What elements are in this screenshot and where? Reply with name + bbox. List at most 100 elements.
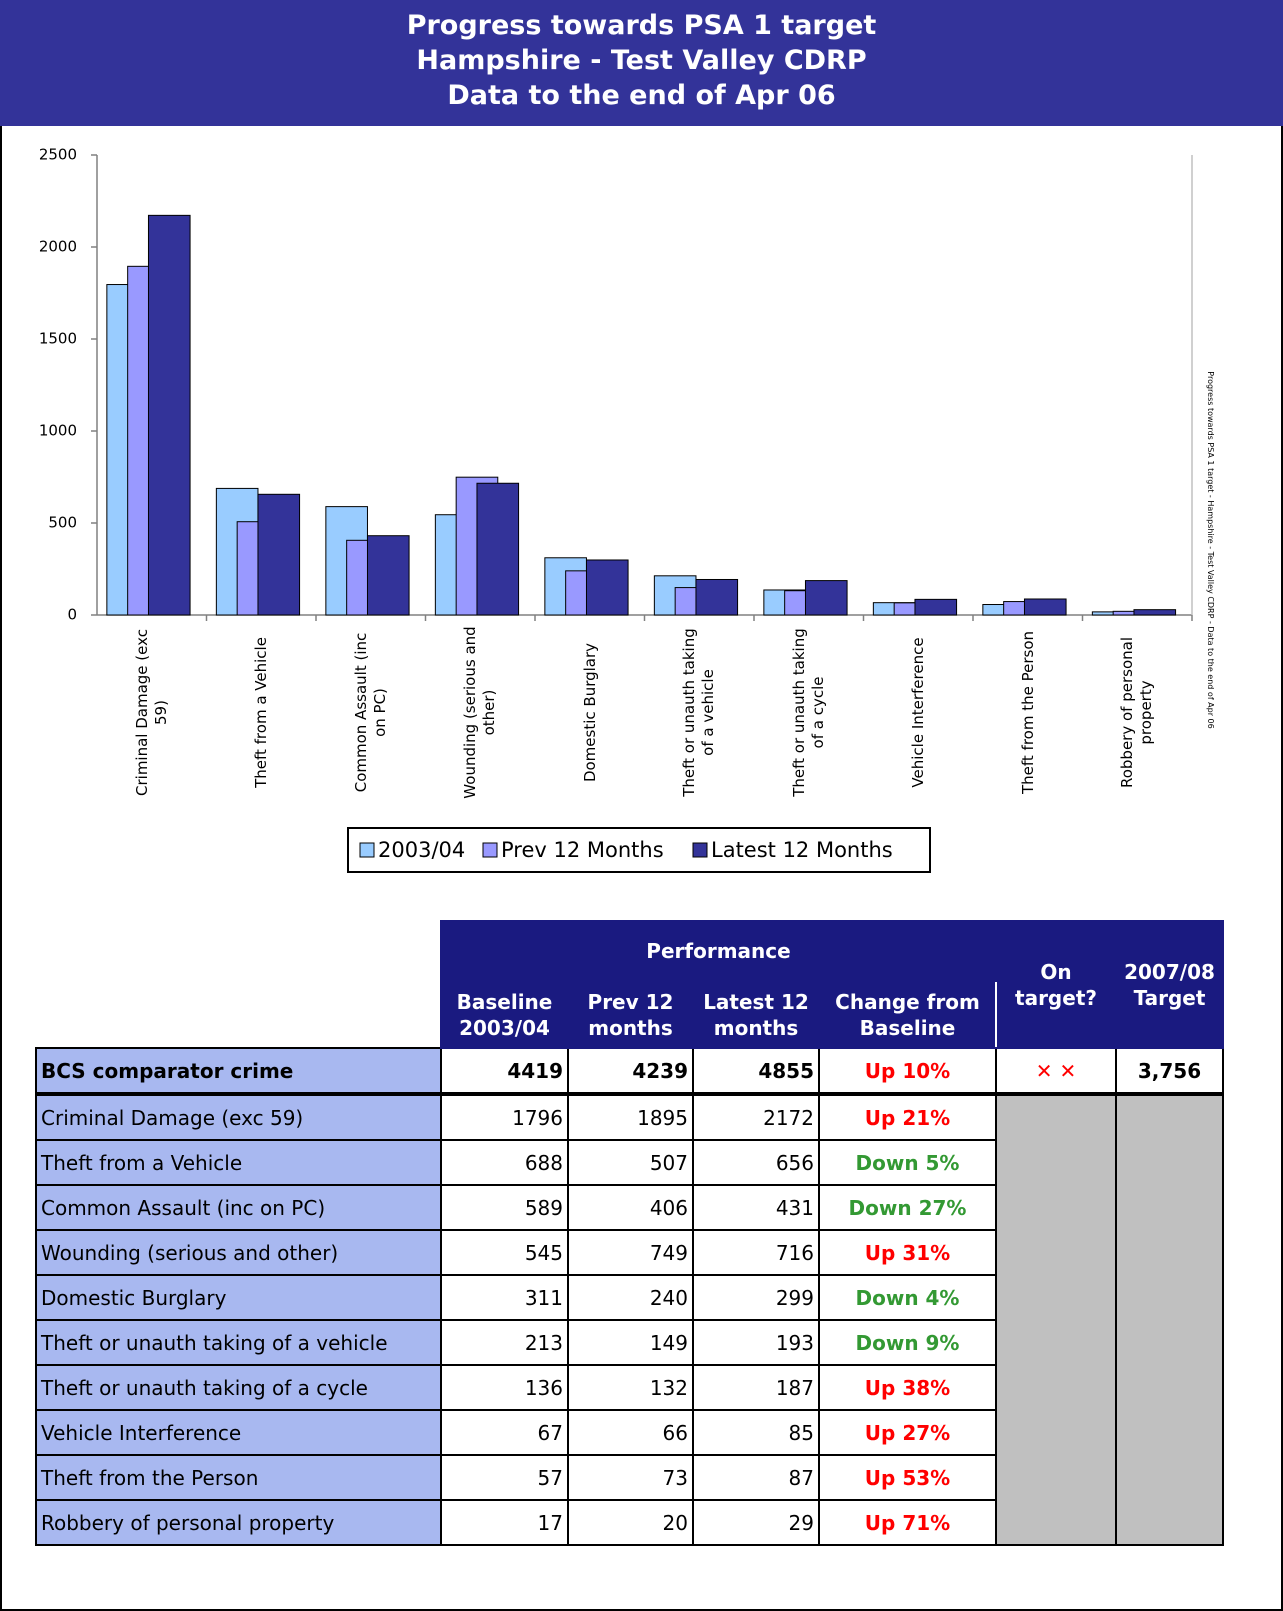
change-cell: Down 27%: [818, 1184, 997, 1231]
gray-cell: [995, 1093, 1117, 1546]
cell: 136: [440, 1364, 569, 1411]
cell: 4855: [692, 1047, 820, 1095]
change-cell: Up 31%: [818, 1229, 997, 1276]
row-label: Robbery of personal property: [35, 1499, 442, 1546]
cell: 656: [692, 1139, 820, 1186]
y-tick-label: 2500: [39, 146, 77, 164]
bar: [366, 535, 410, 616]
row-label: Vehicle Interference: [35, 1409, 442, 1456]
column-header: Latest 12 months: [692, 980, 820, 1049]
table-row: Theft or unauth taking of a vehicle 213 14…: [35, 1319, 1223, 1366]
cell: 240: [567, 1274, 694, 1321]
legend-swatch: [482, 842, 498, 858]
cell: 299: [692, 1274, 820, 1321]
x-tick-label: Domestic Burglary: [580, 642, 599, 783]
x-tick-label: Theft or unauth taking of a vehicle: [680, 628, 718, 797]
row-label: Theft or unauth taking of a cycle: [35, 1364, 442, 1411]
change-cell: Down 5%: [818, 1139, 997, 1186]
x-tick-label: Theft or unauth taking of a cycle: [789, 628, 827, 797]
column-header: Change from Baseline: [818, 980, 997, 1049]
row-label: Common Assault (inc on PC): [35, 1184, 442, 1231]
cell: 149: [567, 1319, 694, 1366]
table-row: Theft from the Person 57 73 87 Up 53%: [35, 1454, 1223, 1501]
gray-cell: [1115, 1093, 1224, 1546]
group-header: Performance: [440, 920, 997, 982]
column-header: Prev 12 months: [567, 980, 694, 1049]
title-line: Progress towards PSA 1 target: [406, 10, 877, 41]
bar: [257, 493, 301, 616]
row-label: Domestic Burglary: [35, 1274, 442, 1321]
bar: [1023, 598, 1067, 616]
cell: 87: [692, 1454, 820, 1501]
table-row: Theft or unauth taking of a cycle 136 132 1…: [35, 1364, 1223, 1411]
table: Performance On target? 2007/08 Target Ba…: [35, 920, 1224, 1546]
bar: [1133, 609, 1177, 616]
cell: 57: [440, 1454, 569, 1501]
row-label: BCS comparator crime: [35, 1047, 442, 1095]
cell: 187: [692, 1364, 820, 1411]
x-tick-label: Theft from a Vehicle: [251, 637, 270, 788]
x-tick-label: Wounding (serious and other): [461, 626, 499, 799]
x-tick-label: Common Assault (inc on PC): [351, 632, 389, 793]
table-row: Wounding (serious and other) 545 749 716 Up …: [35, 1229, 1223, 1276]
y-tick-label: 1500: [39, 330, 77, 348]
side-annotation: Progress towards PSA 1 target - Hampshir…: [1206, 371, 1215, 729]
cell: 67: [440, 1409, 569, 1456]
cell: 213: [440, 1319, 569, 1366]
target-cell: 3,756: [1115, 1047, 1224, 1095]
cell: 749: [567, 1229, 694, 1276]
change-cell: Up 10%: [818, 1047, 997, 1095]
table-row: Domestic Burglary 311 240 299 Down 4%: [35, 1274, 1223, 1321]
cell: 311: [440, 1274, 569, 1321]
change-cell: Up 38%: [818, 1364, 997, 1411]
legend-box: [347, 827, 931, 873]
table-row: Common Assault (inc on PC) 589 406 431 Down …: [35, 1184, 1223, 1231]
cell: 29: [692, 1499, 820, 1546]
legend-swatch: [692, 842, 708, 858]
cell: 688: [440, 1139, 569, 1186]
cell: 1895: [567, 1093, 694, 1141]
on-target-cell: ✕ ✕: [995, 1047, 1117, 1095]
cell: 2172: [692, 1093, 820, 1141]
bar: [695, 578, 739, 616]
table-row: Vehicle Interference 67 66 85 Up 27%: [35, 1409, 1223, 1456]
change-cell: Up 71%: [818, 1499, 997, 1546]
legend-swatch: [359, 842, 375, 858]
header: Progress towards PSA 1 target Hampshire …: [0, 0, 1283, 126]
table-row: Robbery of personal property 17 20 29 Up 71%: [35, 1499, 1223, 1546]
table-row: Theft from a Vehicle 688 507 656 Down 5%: [35, 1139, 1223, 1186]
cell: 589: [440, 1184, 569, 1231]
chart: 0 500 1000 1500 2000 2500 2003/04 Prev 12 Month…: [39, 146, 1193, 873]
x-tick-label: Theft from the Person: [1018, 630, 1037, 795]
bar: [585, 559, 629, 616]
cell: 545: [440, 1229, 569, 1276]
title-line: Data to the end of Apr 06: [447, 80, 836, 111]
x-tick-label: Criminal Damage (exc 59): [132, 629, 170, 796]
column-header: On target?: [995, 920, 1117, 1049]
cell: 1796: [440, 1093, 569, 1141]
x-tick-label: Robbery of personal property: [1118, 637, 1156, 789]
change-cell: Down 9%: [818, 1319, 997, 1366]
row-label: Wounding (serious and other): [35, 1229, 442, 1276]
change-cell: Up 27%: [818, 1409, 997, 1456]
change-cell: Up 53%: [818, 1454, 997, 1501]
y-tick-label: 1000: [39, 422, 77, 440]
cell: 17: [440, 1499, 569, 1546]
change-cell: Down 4%: [818, 1274, 997, 1321]
y-tick-label: 0: [67, 606, 77, 624]
row-label: Theft from a Vehicle: [35, 1139, 442, 1186]
cell: 20: [567, 1499, 694, 1546]
cell: 507: [567, 1139, 694, 1186]
cell: 431: [692, 1184, 820, 1231]
cell: 4419: [440, 1047, 569, 1095]
cell: 193: [692, 1319, 820, 1366]
column-header: 2007/08 Target: [1115, 920, 1224, 1049]
cell: 73: [567, 1454, 694, 1501]
x-tick-label: Vehicle Interference: [908, 637, 927, 788]
row-label: Criminal Damage (exc 59): [35, 1093, 442, 1141]
cell: 85: [692, 1409, 820, 1456]
cell: 66: [567, 1409, 694, 1456]
title-line: Hampshire - Test Valley CDRP: [416, 45, 867, 76]
legend-label: 2003/04: [378, 838, 465, 862]
